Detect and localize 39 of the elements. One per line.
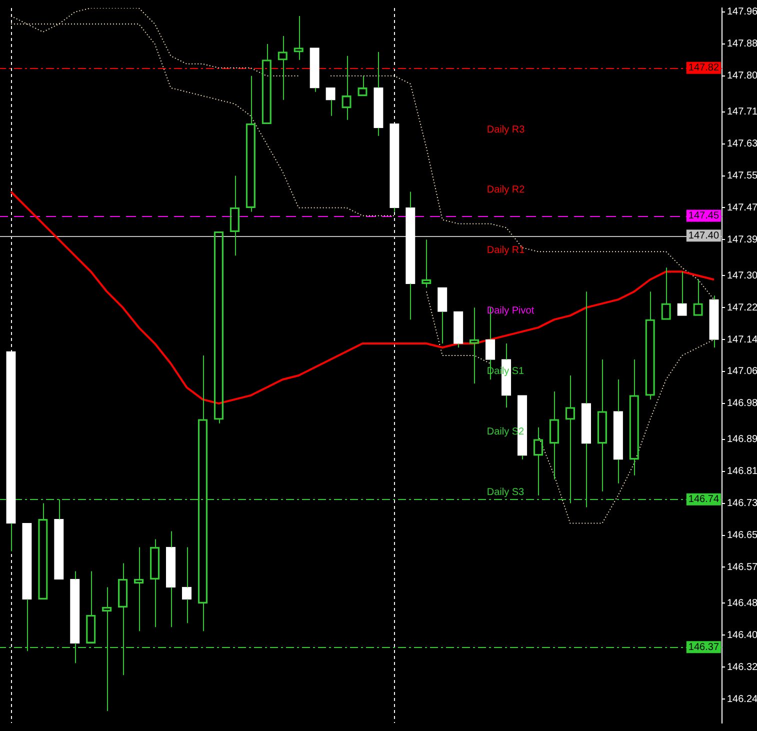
y-tick-label: 147.06 [727,366,757,378]
ref-line-label: 147.82 [688,62,720,74]
y-tick-label: 147.14 [727,334,757,346]
y-tick-label: 147.47 [727,202,757,214]
ref-line-label: 147.45 [688,210,720,222]
candlestick [454,311,464,348]
y-tick-label: 146.73 [727,498,757,510]
annotation: Daily R3 [486,124,526,136]
y-tick-label: 147.30 [727,270,757,282]
y-tick-label: 146.32 [727,662,757,673]
y-tick-label: 147.96 [727,6,757,18]
y-tick-label: 147.63 [727,138,757,150]
y-tick-label: 147.80 [727,70,757,82]
y-tick-label: 146.89 [727,434,757,446]
y-tick-label: 147.88 [727,38,757,50]
candlestick [438,287,448,344]
y-tick-label: 147.39 [727,234,757,246]
y-tick-label: 147.71 [727,106,757,118]
ref-line-label: 146.37 [688,642,720,653]
y-tick-label: 146.24 [727,694,757,705]
y-tick-label: 146.40 [727,630,757,641]
annotation: Daily R1 [486,245,526,256]
candlestick [166,530,176,628]
annotation: Daily S3 [486,486,525,498]
y-tick-label: 146.81 [727,466,757,478]
candlestick [310,48,320,92]
ref-line-label: 146.74 [688,494,720,506]
ref-line-label: 147.40 [688,230,720,242]
y-tick-label: 147.55 [727,170,757,182]
y-tick-label: 147.22 [727,302,757,314]
candlestick [406,191,416,320]
y-tick-label: 146.98 [727,398,757,410]
y-tick-label: 146.65 [727,530,757,542]
annotation: Daily R2 [486,184,526,196]
candlestick [374,51,384,136]
candlestick [613,378,623,484]
y-tick-label: 146.48 [727,598,757,609]
y-tick-label: 146.57 [727,562,757,573]
candlestick [709,295,719,348]
